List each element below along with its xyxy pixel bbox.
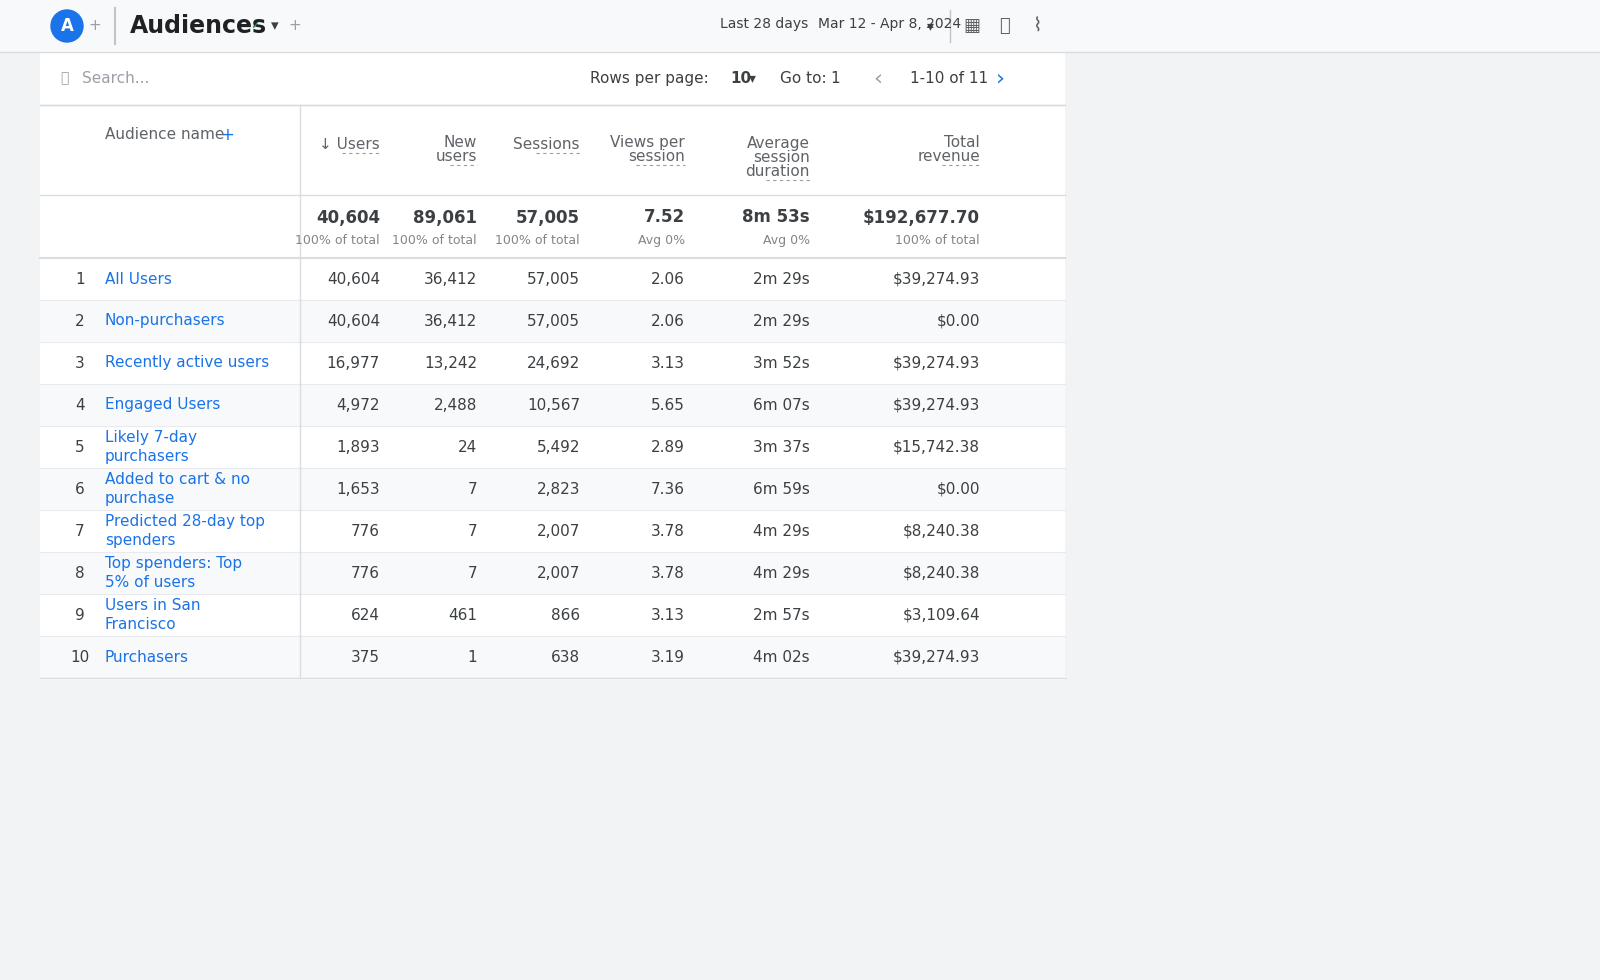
Text: 40,604: 40,604: [326, 271, 381, 286]
FancyBboxPatch shape: [40, 300, 1066, 342]
Text: 4m 29s: 4m 29s: [754, 523, 810, 538]
Text: 4m 02s: 4m 02s: [754, 650, 810, 664]
Text: Engaged Users: Engaged Users: [106, 398, 221, 413]
FancyBboxPatch shape: [40, 384, 1066, 426]
Text: $8,240.38: $8,240.38: [902, 523, 979, 538]
Text: 40,604: 40,604: [326, 314, 381, 328]
Text: Go to:: Go to:: [781, 71, 827, 86]
Text: 2: 2: [75, 314, 85, 328]
Text: duration: duration: [746, 165, 810, 179]
FancyBboxPatch shape: [40, 52, 1066, 105]
Text: 7: 7: [467, 565, 477, 580]
Text: 1: 1: [830, 71, 840, 86]
Text: +: +: [288, 19, 301, 33]
Text: session: session: [629, 150, 685, 165]
Text: 24,692: 24,692: [526, 356, 579, 370]
Text: Predicted 28-day top
spenders: Predicted 28-day top spenders: [106, 514, 266, 548]
Text: 4m 29s: 4m 29s: [754, 565, 810, 580]
Text: All Users: All Users: [106, 271, 171, 286]
Text: 4: 4: [75, 398, 85, 413]
Text: Search...: Search...: [82, 71, 149, 86]
Text: Rows per page:: Rows per page:: [590, 71, 709, 86]
Text: 2.89: 2.89: [651, 439, 685, 455]
Text: ▾: ▾: [749, 72, 755, 85]
Text: Users in San
Francisco: Users in San Francisco: [106, 598, 200, 632]
Text: 7: 7: [467, 481, 477, 497]
FancyBboxPatch shape: [40, 552, 1066, 594]
FancyBboxPatch shape: [40, 636, 1066, 678]
Text: 1: 1: [467, 650, 477, 664]
Text: $39,274.93: $39,274.93: [893, 650, 979, 664]
Text: 10: 10: [70, 650, 90, 664]
Text: $39,274.93: $39,274.93: [893, 356, 979, 370]
Text: 3.78: 3.78: [651, 565, 685, 580]
FancyBboxPatch shape: [40, 342, 1066, 384]
Text: ↓ Users: ↓ Users: [320, 137, 381, 153]
Text: 776: 776: [350, 523, 381, 538]
FancyBboxPatch shape: [40, 195, 1066, 258]
Text: Audiences: Audiences: [130, 14, 267, 38]
Text: +: +: [221, 126, 234, 144]
Text: 2,488: 2,488: [434, 398, 477, 413]
Text: users: users: [435, 150, 477, 165]
Text: 5: 5: [75, 439, 85, 455]
Text: Top spenders: Top
5% of users: Top spenders: Top 5% of users: [106, 556, 242, 590]
Text: 16,977: 16,977: [326, 356, 381, 370]
Text: 24: 24: [458, 439, 477, 455]
Text: revenue: revenue: [917, 150, 979, 165]
Text: ⌇: ⌇: [1034, 17, 1043, 35]
Text: 6: 6: [75, 481, 85, 497]
Text: session: session: [754, 151, 810, 166]
Text: 7.36: 7.36: [651, 481, 685, 497]
Text: Sessions: Sessions: [514, 137, 579, 153]
Text: 776: 776: [350, 565, 381, 580]
Text: $8,240.38: $8,240.38: [902, 565, 979, 580]
Text: Mar 12 - Apr 8, 2024: Mar 12 - Apr 8, 2024: [818, 17, 962, 31]
FancyBboxPatch shape: [40, 105, 1066, 195]
Text: 🔍: 🔍: [61, 72, 69, 85]
FancyBboxPatch shape: [40, 258, 1066, 300]
FancyBboxPatch shape: [40, 52, 1066, 680]
Text: Audience name: Audience name: [106, 127, 224, 142]
Text: 1,653: 1,653: [336, 481, 381, 497]
Text: 5,492: 5,492: [536, 439, 579, 455]
Text: 2,007: 2,007: [536, 565, 579, 580]
Text: 100% of total: 100% of total: [296, 234, 381, 247]
Text: 3m 37s: 3m 37s: [754, 439, 810, 455]
Text: ‹: ‹: [874, 69, 883, 88]
Text: 8m 53s: 8m 53s: [742, 209, 810, 226]
Text: 2.06: 2.06: [651, 314, 685, 328]
Text: Last 28 days: Last 28 days: [720, 17, 808, 31]
Circle shape: [51, 10, 83, 42]
Text: 8: 8: [75, 565, 85, 580]
Text: Likely 7-day
purchasers: Likely 7-day purchasers: [106, 430, 197, 465]
Text: 7: 7: [467, 523, 477, 538]
Text: 2,823: 2,823: [536, 481, 579, 497]
Text: 2m 29s: 2m 29s: [754, 314, 810, 328]
Text: 5.65: 5.65: [651, 398, 685, 413]
Text: 3.13: 3.13: [651, 608, 685, 622]
FancyBboxPatch shape: [0, 0, 1600, 52]
Text: 9: 9: [75, 608, 85, 622]
Text: Recently active users: Recently active users: [106, 356, 269, 370]
Text: ⎘: ⎘: [1000, 17, 1010, 35]
Text: 57,005: 57,005: [526, 271, 579, 286]
Text: 2m 29s: 2m 29s: [754, 271, 810, 286]
Text: $0.00: $0.00: [936, 481, 979, 497]
Text: 57,005: 57,005: [515, 209, 579, 226]
Text: Avg 0%: Avg 0%: [638, 234, 685, 247]
Text: ›: ›: [995, 69, 1005, 88]
Text: $39,274.93: $39,274.93: [893, 271, 979, 286]
Text: 10,567: 10,567: [526, 398, 579, 413]
Text: Added to cart & no
purchase: Added to cart & no purchase: [106, 472, 250, 506]
Text: Views per: Views per: [610, 135, 685, 151]
Text: ✓: ✓: [250, 21, 259, 31]
Text: Average: Average: [747, 136, 810, 152]
Text: 6m 07s: 6m 07s: [754, 398, 810, 413]
Text: 3m 52s: 3m 52s: [754, 356, 810, 370]
Text: 461: 461: [448, 608, 477, 622]
Text: 624: 624: [350, 608, 381, 622]
Text: 10: 10: [730, 71, 750, 86]
FancyBboxPatch shape: [40, 468, 1066, 510]
